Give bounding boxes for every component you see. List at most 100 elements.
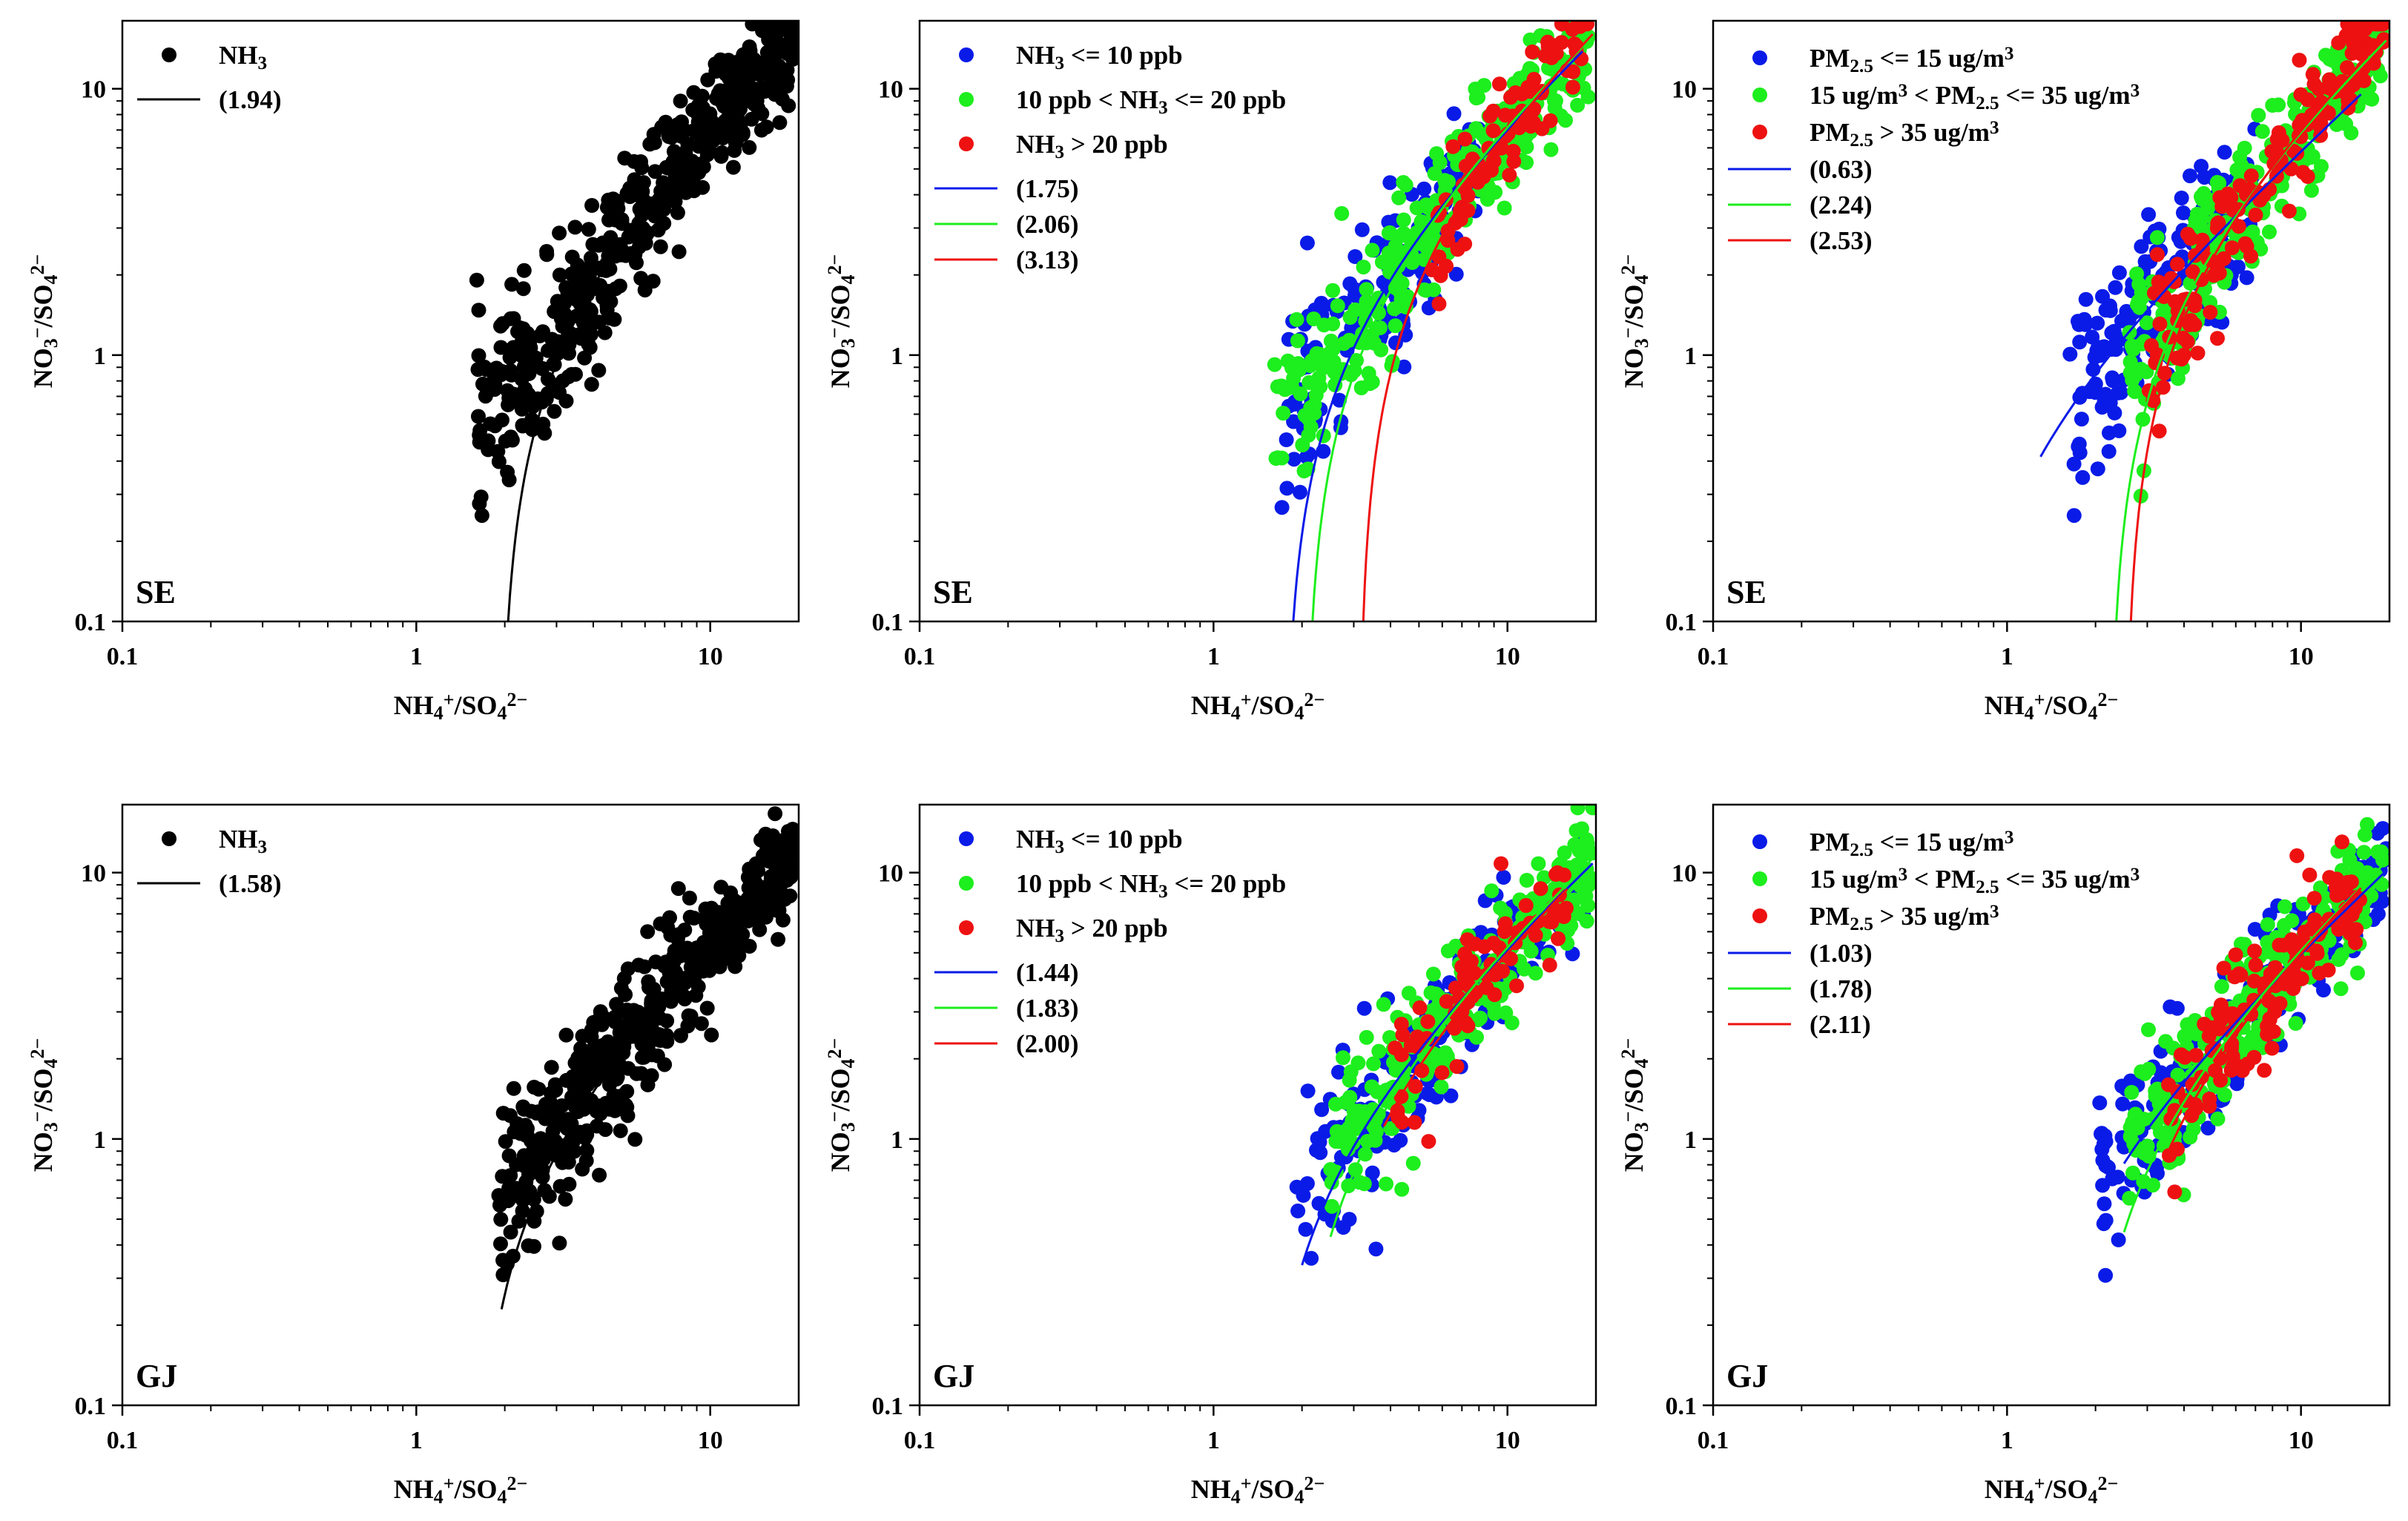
data-point [2163, 1111, 2179, 1126]
data-point [640, 924, 656, 940]
data-point [1446, 106, 1462, 122]
data-point [2180, 1017, 2195, 1032]
data-point [1290, 1203, 1306, 1218]
data-point [1565, 79, 1580, 95]
data-point [768, 806, 783, 822]
data-point [1379, 1176, 1393, 1192]
plot-frame [918, 803, 1597, 1407]
legend-marker [1752, 50, 1767, 65]
data-point [2139, 315, 2154, 331]
data-point [2152, 316, 2168, 331]
y-tick-label: 0.1 [75, 1393, 107, 1420]
data-point [2170, 1067, 2186, 1083]
data-point [472, 435, 487, 450]
data-point [742, 861, 757, 877]
data-point [2260, 944, 2275, 960]
data-point [702, 960, 718, 974]
data-point [2239, 270, 2254, 286]
data-point [1316, 298, 1331, 314]
data-point [2300, 955, 2315, 971]
plot-frame [1712, 803, 2391, 1407]
data-point [1304, 1250, 1319, 1266]
data-point [723, 885, 739, 900]
data-point [2320, 963, 2336, 978]
data-point [592, 1167, 607, 1183]
legend-label: PM2.5 > 35 ug/m3 [1810, 118, 1999, 151]
data-point [2150, 1166, 2165, 1181]
data-point [1450, 242, 1465, 257]
data-point [2349, 889, 2365, 905]
site-label: SE [1726, 574, 1767, 610]
data-point [2153, 1065, 2168, 1080]
data-point [1274, 450, 1290, 466]
data-point [1387, 301, 1402, 317]
data-point [586, 1014, 601, 1030]
data-point [1531, 856, 1546, 871]
data-point [613, 980, 629, 996]
data-point [1569, 823, 1584, 839]
fit-line [500, 860, 796, 1310]
x-axis-label: NH4+/SO42− [1985, 1473, 2118, 1508]
data-point [1325, 341, 1341, 357]
data-point [2248, 207, 2263, 222]
data-point [2343, 92, 2358, 108]
data-point [1365, 242, 1380, 258]
data-point [771, 903, 787, 918]
data-point [1453, 211, 1468, 227]
data-point [2188, 1048, 2204, 1063]
data-point [1396, 212, 1411, 228]
data-point [2170, 257, 2185, 272]
y-axis-label: NO3−/SO42− [1617, 254, 1652, 388]
data-point [2217, 197, 2233, 212]
data-point [1391, 190, 1407, 205]
data-point [1419, 1086, 1435, 1101]
data-point [1364, 1079, 1379, 1095]
data-point [752, 922, 768, 937]
data-point [1409, 200, 1425, 216]
scatter-points [1289, 805, 1596, 1266]
data-point [642, 1019, 658, 1035]
data-point [1342, 1212, 1357, 1227]
legend-marker [1752, 125, 1767, 139]
data-point [2213, 1072, 2229, 1088]
data-point [667, 128, 683, 143]
data-point [2329, 888, 2344, 903]
x-axis-label: NH4+/SO42− [394, 689, 527, 724]
x-tick-label: 0.1 [107, 643, 139, 670]
data-point [2089, 343, 2105, 358]
data-point [2127, 384, 2143, 400]
data-point [529, 1204, 544, 1219]
data-point [753, 122, 769, 138]
legend-marker [959, 831, 974, 846]
data-point [2228, 947, 2243, 963]
fit-line [507, 37, 796, 622]
data-point [1434, 1065, 1450, 1080]
data-point [771, 878, 787, 894]
data-point [1307, 397, 1322, 412]
data-point [2149, 230, 2165, 245]
data-point [515, 1099, 531, 1115]
data-point [613, 1123, 628, 1138]
data-point [527, 1238, 541, 1254]
data-point [2180, 334, 2195, 349]
data-point [584, 1029, 599, 1045]
data-point [781, 98, 796, 113]
data-point [728, 104, 744, 119]
data-point [2194, 211, 2210, 226]
data-point [1394, 1115, 1410, 1130]
data-point [1373, 342, 1389, 357]
data-point [557, 295, 573, 311]
data-point [469, 272, 484, 288]
data-point [2229, 1076, 2245, 1092]
data-point [1458, 1015, 1474, 1031]
data-point [2177, 1030, 2193, 1046]
data-point [612, 1025, 627, 1040]
data-point [1543, 113, 1558, 128]
data-point [2111, 1232, 2126, 1247]
data-point [2132, 300, 2147, 315]
legend-label: NH3 <= 10 ppb [1016, 41, 1183, 73]
data-point [1543, 142, 1559, 157]
data-point [535, 324, 550, 340]
data-point [1497, 200, 1512, 216]
y-tick-label: 10 [81, 860, 106, 888]
